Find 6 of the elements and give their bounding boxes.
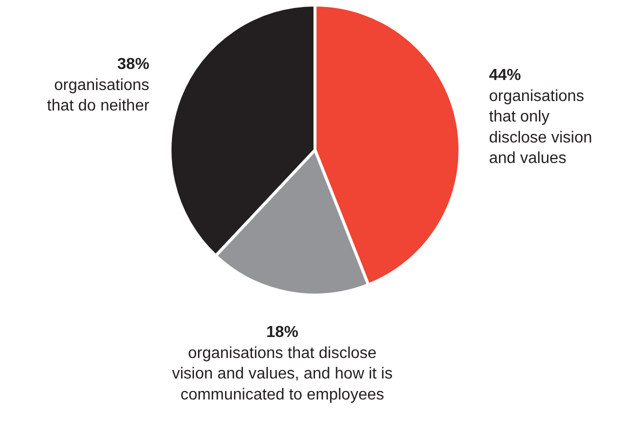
slice-label: organisations that disclose vision and values, and how it is communicated to employees xyxy=(172,344,393,404)
slice-label: organisations that do neither xyxy=(47,76,150,115)
slice-label: organisations that only disclose vision and values xyxy=(489,88,592,168)
data-label: 38% xyxy=(117,56,150,73)
data-label: 44% xyxy=(489,67,522,84)
data-label: 18% xyxy=(266,324,298,341)
